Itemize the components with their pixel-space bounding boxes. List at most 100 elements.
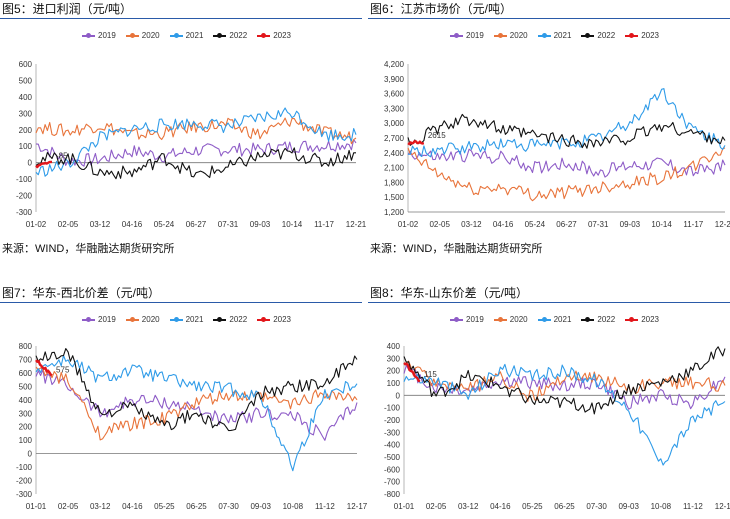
- series-line-2022: [35, 348, 358, 432]
- x-tick-label: 09-03: [250, 502, 271, 511]
- legend-item-2023: 2023: [625, 315, 659, 324]
- y-tick-label: 600: [19, 369, 33, 378]
- legend-swatch: [82, 316, 95, 322]
- y-tick-label: -700: [384, 478, 401, 487]
- series-line-2023: [403, 362, 421, 383]
- x-tick-label: 02-05: [426, 502, 447, 511]
- legend-label: 2022: [229, 31, 248, 40]
- title-rule: [368, 18, 730, 19]
- series-line-2020: [403, 360, 726, 402]
- legend-item-2022: 2022: [581, 31, 615, 40]
- y-tick-label: 400: [387, 342, 401, 351]
- legend-item-2019: 2019: [450, 31, 484, 40]
- legend-swatch: [625, 32, 639, 38]
- legend-label: 2023: [273, 31, 291, 40]
- x-tick-label: 01-02: [398, 220, 419, 229]
- y-tick-label: 3,900: [384, 75, 405, 84]
- y-tick-label: -100: [384, 404, 401, 413]
- y-tick-label: 600: [19, 60, 33, 69]
- y-tick-label: 200: [19, 126, 33, 135]
- source-note: 来源：WIND，华融融达期货研究所: [370, 243, 543, 255]
- x-tick-label: 05-24: [154, 220, 175, 229]
- legend-swatch: [125, 316, 139, 322]
- x-tick-label: 04-16: [122, 502, 143, 511]
- y-tick-label: 1,500: [384, 193, 405, 202]
- x-tick-label: 06-27: [186, 220, 207, 229]
- y-tick-label: -200: [16, 192, 33, 201]
- x-tick-label: 02-05: [58, 502, 79, 511]
- x-tick-label: 04-16: [122, 220, 143, 229]
- legend-swatch: [169, 316, 183, 322]
- y-tick-label: -300: [16, 490, 33, 499]
- legend-label: 2023: [641, 315, 659, 324]
- x-tick-label: 11-17: [314, 220, 334, 229]
- x-tick-label: 03-12: [90, 220, 111, 229]
- x-tick-label: 10-08: [283, 502, 304, 511]
- legend-label: 2022: [229, 315, 248, 324]
- y-tick-label: -300: [384, 428, 401, 437]
- chart-legend: 2019 2020 2021 2022 2023: [450, 315, 659, 324]
- y-tick-label: 2,400: [384, 149, 405, 158]
- y-tick-label: 3,600: [384, 90, 405, 99]
- y-tick-label: 800: [19, 342, 33, 351]
- title-rule: [368, 302, 730, 303]
- x-tick-label: 11-17: [683, 220, 703, 229]
- series-line-2022: [35, 147, 356, 180]
- line-chart: -300 -200 -100 0 100 200 300 400 500 600 01-02 02-0…: [16, 60, 367, 229]
- legend-swatch: [257, 32, 271, 38]
- x-tick-label: 10-14: [282, 220, 303, 229]
- y-tick-label: 2,700: [384, 134, 405, 143]
- x-tick-label: 05-25: [522, 502, 543, 511]
- series-line-2019: [35, 139, 357, 167]
- x-tick-label: 06-27: [556, 220, 577, 229]
- y-tick-label: -400: [384, 441, 401, 450]
- legend-item-2023: 2023: [257, 315, 291, 324]
- legend-swatch: [82, 32, 95, 38]
- y-tick-label: 400: [19, 396, 33, 405]
- x-tick-label: 12-21: [346, 220, 367, 229]
- y-tick-label: 1,800: [384, 178, 405, 187]
- y-tick-label: 300: [19, 109, 33, 118]
- y-tick-label: 400: [19, 93, 33, 102]
- x-tick-label: 12-17: [715, 502, 730, 511]
- series-line-2023: [35, 160, 52, 169]
- series-line-2022: [407, 113, 726, 149]
- legend-label: 2021: [553, 315, 572, 324]
- legend-swatch: [125, 32, 139, 38]
- x-tick-label: 04-16: [493, 220, 514, 229]
- series-line-2019: [407, 148, 726, 178]
- x-tick-label: 09-03: [250, 220, 271, 229]
- x-tick-label: 07-31: [218, 220, 239, 229]
- legend-swatch: [581, 316, 595, 322]
- y-tick-label: 200: [387, 367, 401, 376]
- legend-label: 2019: [466, 31, 484, 40]
- legend-label: 2021: [185, 315, 204, 324]
- series-line-2019: [35, 369, 358, 441]
- series-line-2021: [35, 107, 357, 177]
- x-tick-label: 07-31: [588, 220, 609, 229]
- chart-legend: 2019 2020 2021 2022 2023: [82, 315, 291, 324]
- y-tick-label: -300: [16, 208, 33, 217]
- x-tick-label: 11-12: [683, 502, 703, 511]
- chart-title: 图5：进口利润（元/吨）: [2, 2, 133, 16]
- line-chart: -800 -700 -600 -500 -400 -300 -200 -100 0 100 200 3…: [384, 342, 730, 511]
- chart-title: 图7：华东-西北价差（元/吨）: [2, 286, 161, 300]
- x-tick-label: 06-25: [554, 502, 575, 511]
- x-tick-label: 05-25: [154, 502, 175, 511]
- y-tick-label: 300: [387, 354, 401, 363]
- y-tick-label: 2,100: [384, 164, 405, 173]
- latest-value-label: -85: [56, 152, 68, 161]
- legend-item-2021: 2021: [169, 31, 203, 40]
- legend-label: 2023: [641, 31, 659, 40]
- chart-legend: 2019 2020 2021 2022 2023: [82, 31, 291, 40]
- x-tick-label: 10-08: [651, 502, 672, 511]
- legend-swatch: [581, 32, 595, 38]
- x-tick-label: 07-30: [586, 502, 607, 511]
- series-line-2021: [35, 354, 358, 472]
- legend-swatch: [450, 316, 463, 322]
- series-line-2020: [35, 366, 358, 441]
- legend-item-2023: 2023: [625, 31, 659, 40]
- legend-item-2023: 2023: [257, 31, 291, 40]
- y-tick-label: 1,200: [384, 208, 405, 217]
- chart-panel-east-shandong-spread: 图8：华东-山东价差（元/吨） 2019 2020 2021 2022 2023 -80…: [368, 284, 730, 519]
